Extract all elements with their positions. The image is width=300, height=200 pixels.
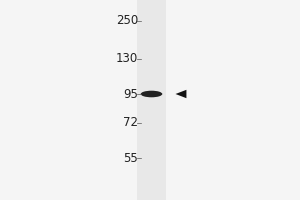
Text: 95: 95 (123, 88, 138, 100)
Bar (137, 0, 166, 200)
Ellipse shape (141, 91, 162, 97)
Text: 250: 250 (116, 15, 138, 27)
Text: 55: 55 (123, 152, 138, 164)
Text: 72: 72 (123, 116, 138, 130)
Text: 130: 130 (116, 52, 138, 66)
Polygon shape (176, 90, 186, 98)
